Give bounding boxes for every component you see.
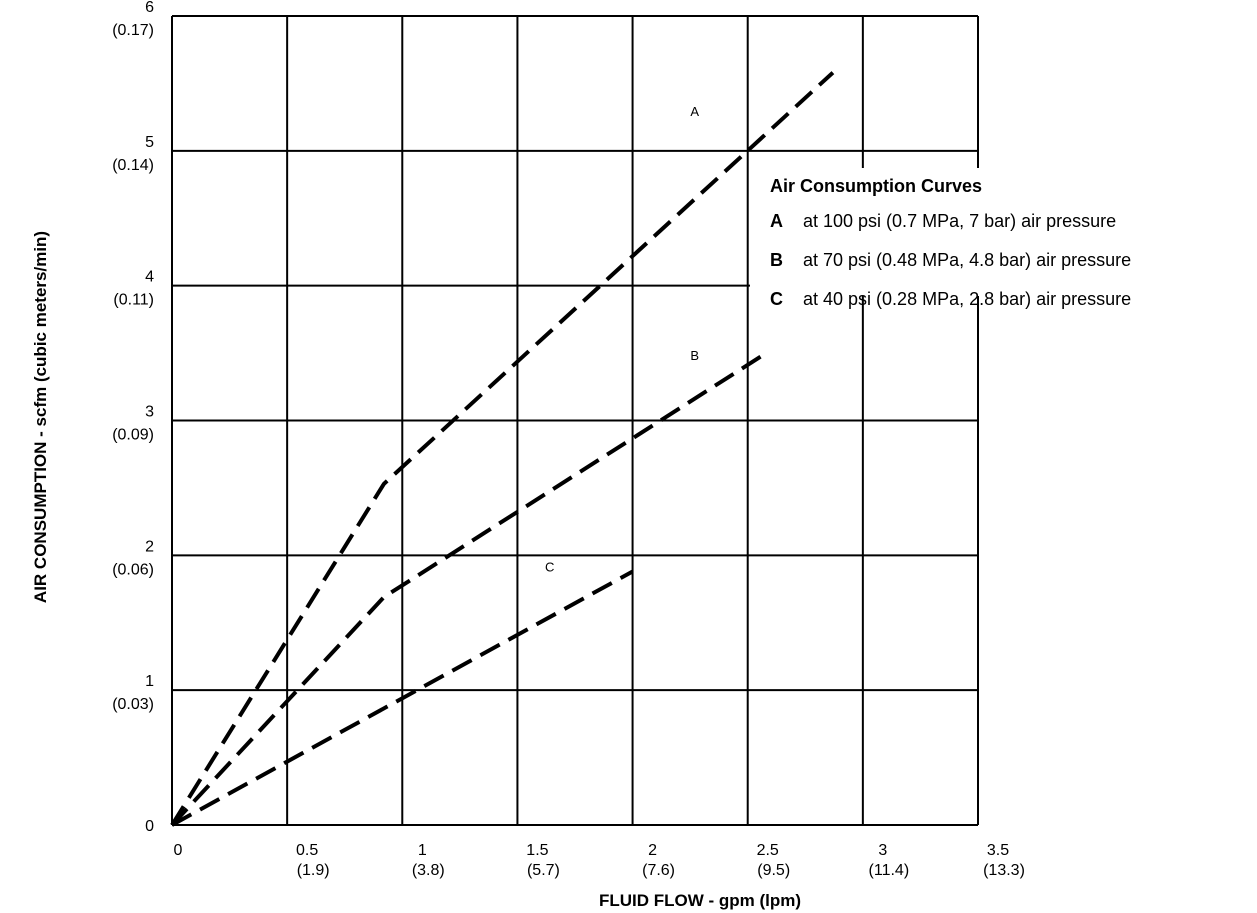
x-tick-label: 1.5 (526, 842, 548, 859)
y-tick-label: 4 (145, 269, 154, 286)
y-tick-label: 2 (145, 538, 154, 555)
series-line-a (170, 71, 835, 827)
x-tick-sublabel: (5.7) (527, 862, 560, 879)
series-line-c (171, 569, 634, 827)
x-axis-ticks: 0 0.5 (1.9) 1 (3.8) 1.5 (5.7) 2 (7.6) 2.5 (9.5) 3 (1… (174, 842, 1025, 879)
legend-key-c: C (770, 289, 783, 309)
series-line-b (170, 351, 768, 827)
y-tick-sublabel: (0.03) (112, 696, 154, 713)
y-axis-title: AIR CONSUMPTION - scfm (cubic meters/min… (31, 231, 50, 603)
legend-background (750, 168, 980, 296)
x-tick-sublabel: (3.8) (412, 862, 445, 879)
legend: Air Consumption Curves A at 100 psi (0.7… (750, 168, 1131, 309)
curve-labels: A B C (545, 104, 699, 575)
y-tick-sublabel: (0.14) (112, 157, 154, 174)
y-tick-sublabel: (0.17) (112, 22, 154, 39)
legend-text-c: at 40 psi (0.28 MPa, 2.8 bar) air pressu… (803, 289, 1131, 309)
y-tick-label: 3 (145, 404, 154, 421)
y-tick-label: 6 (145, 0, 154, 16)
y-axis-ticks: 0 1 (0.03) 2 (0.06) 3 (0.09) 4 (0.11) 5 (0.14) 6 (0.… (112, 0, 154, 835)
y-tick-label: 0 (145, 818, 154, 835)
legend-key-a: A (770, 211, 783, 231)
y-tick-sublabel: (0.11) (113, 292, 154, 309)
x-tick-label: 0.5 (296, 842, 318, 859)
x-tick-label: 3 (878, 842, 887, 859)
x-tick-label: 2.5 (757, 842, 779, 859)
x-tick-sublabel: (13.3) (983, 862, 1025, 879)
legend-title: Air Consumption Curves (770, 176, 982, 196)
legend-key-b: B (770, 250, 783, 270)
x-axis-title: FLUID FLOW - gpm (lpm) (599, 891, 801, 910)
x-tick-label: 1 (418, 842, 427, 859)
x-tick-sublabel: (9.5) (757, 862, 790, 879)
x-tick-sublabel: (11.4) (869, 862, 910, 879)
curve-label-b: B (690, 348, 699, 363)
curve-label-a: A (690, 104, 699, 119)
y-tick-label: 1 (145, 673, 154, 690)
y-tick-sublabel: (0.09) (112, 427, 154, 444)
chart-series (170, 71, 835, 827)
legend-text-b: at 70 psi (0.48 MPa, 4.8 bar) air pressu… (803, 250, 1131, 270)
chart-grid (171, 15, 979, 826)
x-tick-sublabel: (7.6) (642, 862, 675, 879)
x-tick-label: 0 (174, 842, 183, 859)
y-tick-sublabel: (0.06) (112, 561, 154, 578)
curve-label-c: C (545, 560, 554, 575)
legend-text-a: at 100 psi (0.7 MPa, 7 bar) air pressure (803, 211, 1116, 231)
x-tick-sublabel: (1.9) (297, 862, 330, 879)
x-tick-label: 3.5 (987, 842, 1009, 859)
y-tick-label: 5 (145, 134, 154, 151)
x-tick-label: 2 (648, 842, 657, 859)
